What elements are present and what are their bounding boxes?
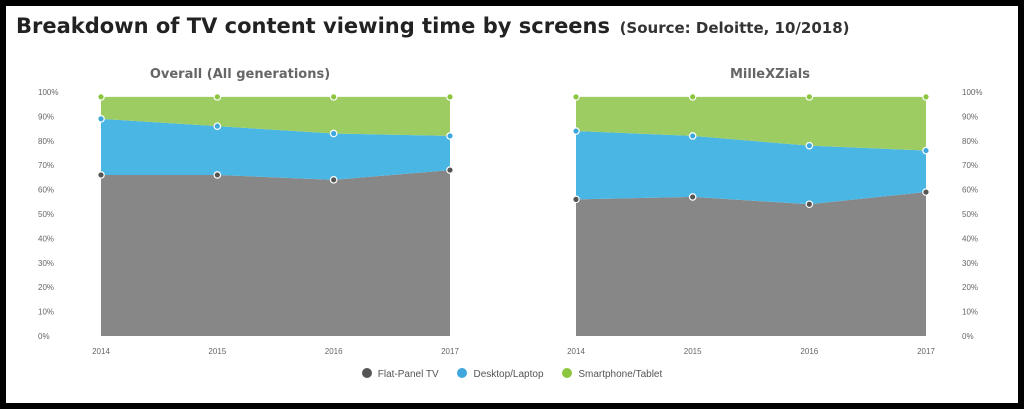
y-tick-label: 100% [962,88,982,97]
point-smartphone-tablet [688,93,697,101]
y-tick-label: 20% [962,283,978,292]
point-flat-panel-tv [805,200,814,209]
x-tick-label: 2015 [684,347,702,356]
x-tick-label: 2014 [92,347,110,356]
point-desktop-laptop [805,141,814,150]
legend-marker-desktop-laptop [457,368,468,378]
point-flat-panel-tv [572,195,580,204]
point-smartphone-tablet [329,93,338,101]
y-tick-label: 80% [962,137,978,146]
y-tick-label: 60% [962,186,978,195]
y-tick-label: 60% [38,186,54,195]
area-desktop-laptop [101,118,450,180]
legend-marker-smartphone-tablet [562,368,573,378]
point-flat-panel-tv [97,171,105,179]
chart-panel-1: Overall (All generations) 0% 10% 20% 30% 40% 5… [38,67,459,356]
point-smartphone-tablet [805,93,814,101]
y-tick-label: 30% [962,259,978,268]
y-tick-label: 40% [962,234,978,243]
page-title: Breakdown of TV content viewing time by … [16,14,850,38]
area-desktop-laptop [576,131,926,205]
chart-panel-2: MilleXZials 0% 10% 20% 30% 40% 50% 60% 70% 80% 90%… [567,67,982,356]
y-tick-label: 50% [962,210,978,219]
point-desktop-laptop [922,146,930,155]
x-tick-label: 2015 [208,347,226,356]
y-tick-label: 80% [38,137,54,146]
y-tick-label: 0% [962,332,974,341]
chart-source: (Source: Deloitte, 10/2018) [619,19,850,37]
x-tick-label: 2017 [441,347,459,356]
point-desktop-laptop [213,122,222,130]
area-smartphone-tablet [576,96,926,151]
panel-title: MilleXZials [730,67,810,82]
point-desktop-laptop [688,132,697,140]
area-smartphone-tablet [101,96,450,136]
area-flat-panel-tv [101,170,450,336]
area-flat-panel-tv [576,192,926,336]
x-tick-label: 2016 [800,347,818,356]
legend-marker-flat-panel-tv [361,368,372,378]
panel-title: Overall (All generations) [150,67,330,82]
y-tick-label: 90% [962,112,978,121]
point-flat-panel-tv [329,176,338,184]
point-smartphone-tablet [97,93,105,101]
x-tick-label: 2014 [567,347,585,356]
point-flat-panel-tv [688,193,697,201]
chart-legend: Flat-Panel TV Desktop/Laptop Smartphone/… [0,368,1024,380]
y-tick-label: 100% [38,88,58,97]
point-desktop-laptop [446,132,454,140]
point-flat-panel-tv [922,188,930,196]
point-flat-panel-tv [446,166,454,174]
legend-item-desktop-laptop[interactable]: Desktop/Laptop [457,368,544,380]
legend-label: Desktop/Laptop [473,369,544,380]
y-tick-label: 10% [38,308,54,317]
chart-title: Breakdown of TV content viewing time by … [16,14,610,38]
y-tick-label: 30% [38,259,54,268]
y-tick-label: 50% [38,210,54,219]
legend-item-flat-panel-tv[interactable]: Flat-Panel TV [361,368,439,380]
point-desktop-laptop [97,115,105,123]
legend-item-smartphone-tablet[interactable]: Smartphone/Tablet [562,368,662,380]
y-tick-label: 10% [962,308,978,317]
y-tick-label: 40% [38,234,54,243]
y-tick-label: 70% [38,161,54,170]
y-tick-label: 20% [38,283,54,292]
point-smartphone-tablet [213,93,222,101]
point-smartphone-tablet [572,93,580,101]
x-tick-label: 2016 [325,347,343,356]
legend-label: Smartphone/Tablet [578,369,663,380]
y-tick-label: 90% [38,112,54,121]
point-smartphone-tablet [922,93,930,101]
y-tick-label: 0% [38,332,50,341]
legend-label: Flat-Panel TV [377,369,439,380]
point-desktop-laptop [329,129,338,138]
point-desktop-laptop [572,127,580,135]
point-flat-panel-tv [213,171,222,179]
point-smartphone-tablet [446,93,454,101]
x-tick-label: 2017 [917,347,935,356]
y-tick-label: 70% [962,161,978,170]
